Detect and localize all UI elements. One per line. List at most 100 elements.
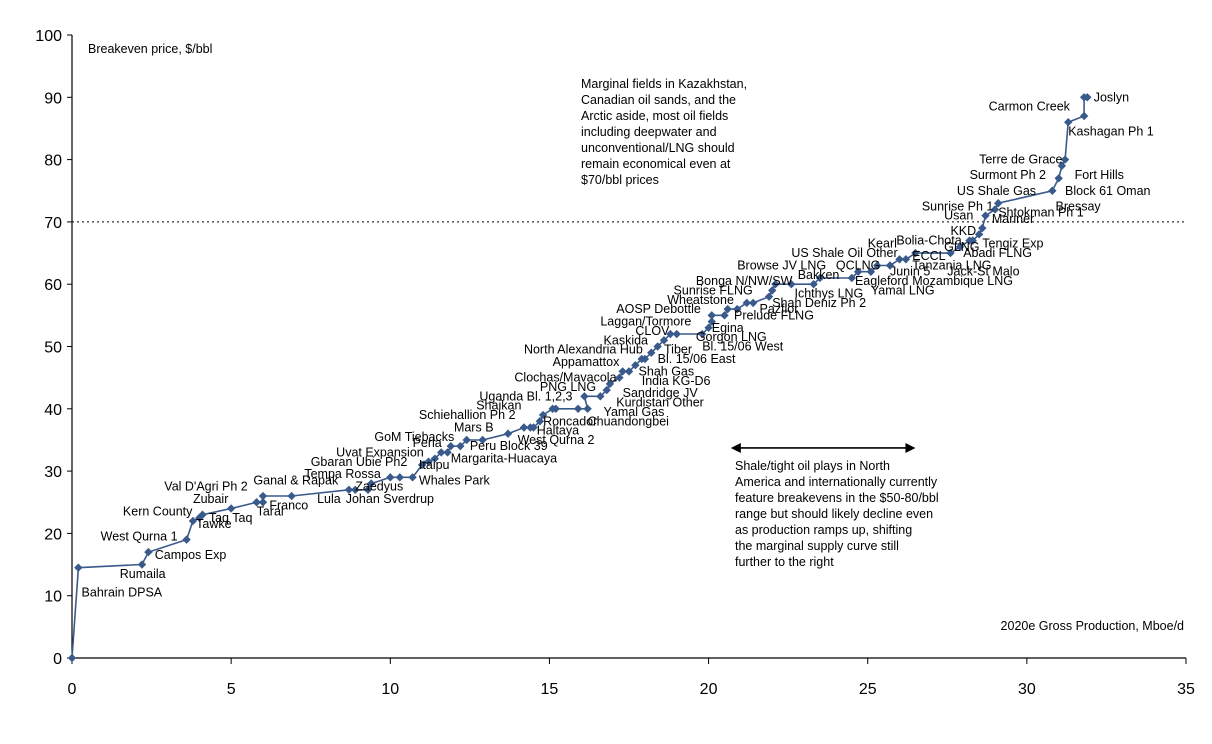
data-point [847,273,856,283]
x-tick-label: 30 [1018,681,1036,698]
point-label: GoM Tiebacks [374,430,454,444]
data-point [723,304,732,314]
point-label: Franco [269,498,308,512]
data-point [74,563,83,572]
arrow-head-left [730,442,741,453]
data-point [1054,174,1063,183]
point-label: Tiber [664,343,692,357]
x-axis-title: 2020e Gross Production, Mboe/d [1001,619,1184,633]
point-label: Shtokman Ph 1 [998,206,1084,220]
data-point [809,280,818,289]
data-point [615,373,624,382]
point-label: Tanzania LNG [912,259,991,273]
data-point [443,448,452,457]
point-label: Mars B [454,420,494,434]
point-label: Shaikan [476,399,521,413]
data-point [195,513,204,523]
data-point [137,560,147,569]
axes: 0 10 20 30 40 50 60 70 80 90 100 0 5 10 15 20 25 30 35 [35,28,1195,698]
data-point [981,211,990,220]
point-label: Tawke [196,517,231,531]
point-label: Usan [944,209,973,223]
point-label: Appamattox [553,355,620,369]
data-point [351,485,360,494]
bottom-annotation: Shale/tight oil plays in North America a… [735,459,939,569]
point-label: Itaipu [419,458,450,472]
point-label: US Shale Gas [957,184,1036,198]
point-label: Taq Taq [209,511,253,525]
point-label: Whales Park [419,473,491,487]
data-point [911,248,920,258]
point-label: Schiehallion Ph 2 [419,408,516,422]
data-point [946,248,955,258]
data-point [707,311,716,320]
data-point [258,498,268,507]
x-tick-label: 20 [700,681,718,698]
data-point [733,304,742,314]
point-label: North Alexandria Hub [524,343,643,357]
point-label: Jack-St Malo [947,265,1019,279]
data-point [885,261,895,270]
x-tick-label: 10 [381,681,399,698]
point-label: Kashagan Ph 1 [1068,125,1154,139]
data-point [1079,111,1089,121]
data-point [853,267,863,276]
point-label: Taral [257,505,284,519]
point-label: Rumaila [120,567,166,581]
data-point [618,367,627,376]
data-point [866,267,876,276]
point-label: Johan Sverdrup [346,492,434,506]
point-label: AOSP Debottle [616,302,701,316]
point-label: Sunrise FLNG [674,283,753,297]
data-point [768,286,777,295]
point-label: Lula [317,492,341,506]
data-point [287,491,296,501]
data-point [580,392,589,401]
data-point [1057,161,1067,171]
data-point [672,329,681,339]
series-line [71,96,1088,659]
point-label: Kurdistan Other [616,396,704,410]
data-point [252,498,261,507]
y-tick-label: 10 [44,589,62,606]
point-label: Egina [712,321,744,335]
point-label: Bahrain DPSA [82,586,163,600]
x-tick-label: 25 [859,681,877,698]
point-label: Gbaran Ubie Ph2 [311,455,408,469]
x-tick-label: 15 [541,681,559,698]
y-tick-label: 100 [35,28,62,45]
data-point [653,342,662,351]
point-label: Fort Hills [1075,168,1124,182]
data-point [659,336,669,345]
data-point [1060,155,1070,164]
data-point [707,317,716,326]
point-label: Kaskida [604,333,649,347]
data-point [430,454,440,463]
point-label: Terre de Grace [979,153,1062,167]
data-point [417,460,427,470]
data-point [1083,93,1092,102]
point-label: West Qurna 2 [518,433,595,447]
point-label: Sunrise Ph 1 [922,199,994,213]
data-point [226,504,236,513]
arrow-head-right [905,442,916,453]
point-label: Zubair [193,492,228,506]
data-point [573,404,583,413]
point-label: KKD [950,224,976,238]
point-label: Val D'Agri Ph 2 [164,480,247,494]
data-point [182,535,191,544]
point-label: Bakken [798,268,840,282]
data-point [503,429,513,438]
data-point [596,392,605,401]
top-annotation: Marginal fields in Kazakhstan, Canadian … [581,77,748,187]
point-label: Mozambique LNG [912,274,1013,288]
data-point [478,435,487,445]
point-label: Gorgon LNG [696,330,767,344]
point-label: Tengiz Exp [982,237,1043,251]
y-tick-label: 30 [44,464,62,481]
data-point [535,417,545,426]
data-point [624,367,634,376]
data-point [583,404,592,413]
data-point [742,298,751,308]
x-tick-label: 5 [227,681,236,698]
